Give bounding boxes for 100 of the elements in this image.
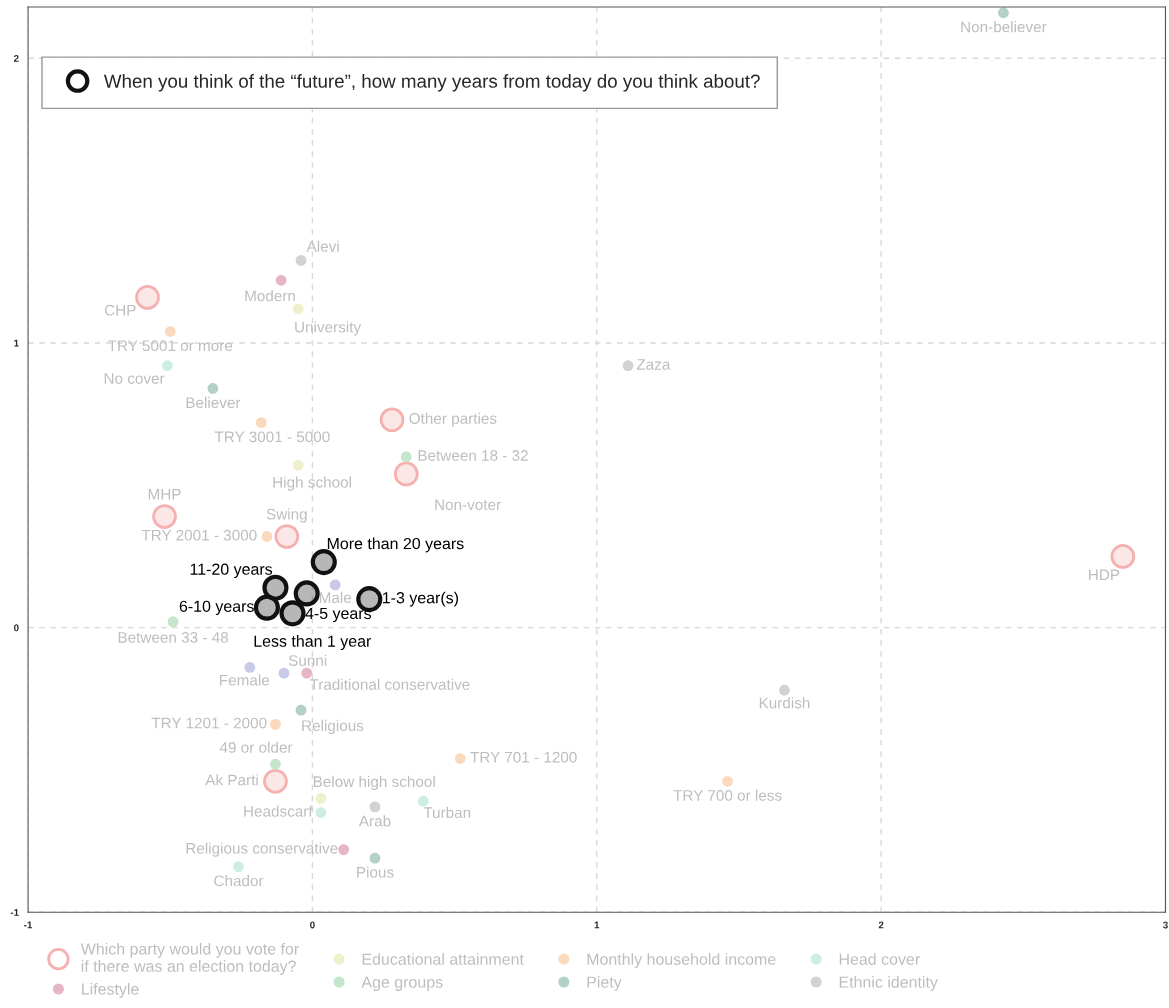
annotation: Below high school	[313, 775, 435, 791]
annotation: Between 18 - 32	[418, 450, 528, 461]
y-tick-label: 0	[14, 624, 19, 632]
point	[369, 801, 381, 813]
point	[162, 360, 173, 372]
annotation: Less than 1 year	[254, 635, 372, 650]
point	[135, 285, 160, 310]
point	[233, 861, 244, 873]
point	[261, 531, 273, 542]
annotation: Traditional conservative	[309, 678, 470, 690]
annotation: Arab	[358, 815, 391, 827]
annotation: No cover	[104, 373, 165, 384]
annotation: Ak Parti	[205, 774, 258, 786]
point	[379, 407, 405, 433]
point	[369, 852, 381, 864]
point	[274, 524, 300, 549]
point	[454, 753, 466, 764]
x-tick-label: 0	[310, 921, 315, 929]
point	[255, 417, 267, 429]
annotation: TRY 2001 - 3000	[141, 529, 257, 541]
annotation: Kurdish	[759, 697, 810, 709]
annotation: More than 20 years	[327, 537, 464, 553]
annotation: Alevi	[306, 240, 339, 252]
annotation: Modern	[245, 290, 295, 302]
annotation: CHP	[104, 304, 136, 316]
point	[278, 667, 290, 679]
point	[722, 775, 733, 787]
point	[1110, 544, 1136, 569]
legend-label: When you think of the “future”, how many years from today do you think about?	[103, 74, 760, 92]
annotation: Non-believer	[961, 21, 1047, 33]
legend-label: Age groups	[361, 976, 443, 991]
annotation: TRY 700 or less	[673, 789, 782, 801]
annotation: Zaza	[636, 359, 671, 370]
annotation: HDP	[1089, 569, 1120, 580]
point	[315, 807, 327, 818]
point	[270, 718, 281, 730]
y-tick-label: -1	[10, 909, 19, 916]
x-tick-label: 1	[594, 921, 600, 929]
annotation: Pious	[357, 866, 394, 878]
point	[779, 684, 790, 696]
x-tick-label: 2	[878, 921, 884, 929]
point	[338, 844, 350, 855]
x-tick-label: -1	[24, 921, 33, 929]
annotation: Religious conservative	[186, 842, 338, 857]
annotation: Between 33 - 48	[118, 632, 229, 643]
point	[310, 549, 337, 576]
point	[263, 768, 288, 794]
point	[400, 451, 412, 463]
point	[207, 383, 219, 394]
point	[393, 461, 419, 487]
annotation: Swing	[266, 508, 307, 523]
point	[244, 662, 256, 673]
annotation: Believer	[186, 396, 241, 409]
legend-label: Lifestyle	[82, 982, 139, 998]
point	[295, 255, 307, 266]
point	[275, 274, 287, 286]
annotation: High school	[273, 476, 351, 491]
point	[293, 580, 320, 607]
annotation: TRY 5001 or more	[108, 340, 233, 352]
annotation: University	[295, 321, 362, 336]
annotation: Male	[319, 591, 352, 604]
annotation: TRY 1201 - 2000	[151, 717, 267, 729]
point	[301, 667, 313, 679]
annotation: 6-10 years	[179, 600, 254, 616]
legend-label: Monthly household income	[587, 953, 776, 969]
point	[417, 795, 429, 807]
annotation: Turban	[423, 806, 471, 818]
point	[295, 704, 307, 716]
annotation: MHP	[148, 489, 181, 500]
annotation: 11-20 years	[190, 563, 273, 579]
legend-label: Head cover	[839, 953, 920, 965]
point	[622, 360, 634, 372]
point	[279, 600, 306, 627]
annotation: 49 or older	[219, 741, 293, 753]
annotation: TRY 3001 - 5000	[214, 431, 330, 443]
legend-label: Educational attainment	[362, 953, 524, 965]
legend-label: Ethnic identity	[839, 976, 938, 991]
legend-label: Piety	[587, 976, 622, 991]
annotation: Female	[220, 674, 270, 686]
annotation: 4-5 years	[305, 607, 372, 623]
annotation: Chador	[214, 875, 264, 887]
legend-label: Which party would you vote for if there was an election today?	[80, 942, 299, 975]
y-tick-label: 1	[14, 339, 19, 347]
annotation: 1-3 year(s)	[383, 591, 459, 607]
x-tick-label: 3	[1163, 921, 1168, 929]
point	[164, 326, 176, 337]
point	[167, 616, 179, 628]
annotation: Headscarf	[244, 805, 313, 817]
point	[292, 459, 304, 471]
annotation: TRY 701 - 1200	[470, 751, 577, 763]
annotation: Other parties	[409, 412, 497, 427]
point	[292, 303, 304, 315]
point	[152, 504, 177, 529]
point	[329, 579, 341, 591]
annotation: Religious	[302, 719, 364, 735]
annotation: Non-voter	[435, 499, 501, 511]
point	[998, 7, 1009, 19]
y-tick-label: 2	[13, 55, 19, 62]
point	[270, 758, 281, 770]
point	[315, 793, 327, 804]
